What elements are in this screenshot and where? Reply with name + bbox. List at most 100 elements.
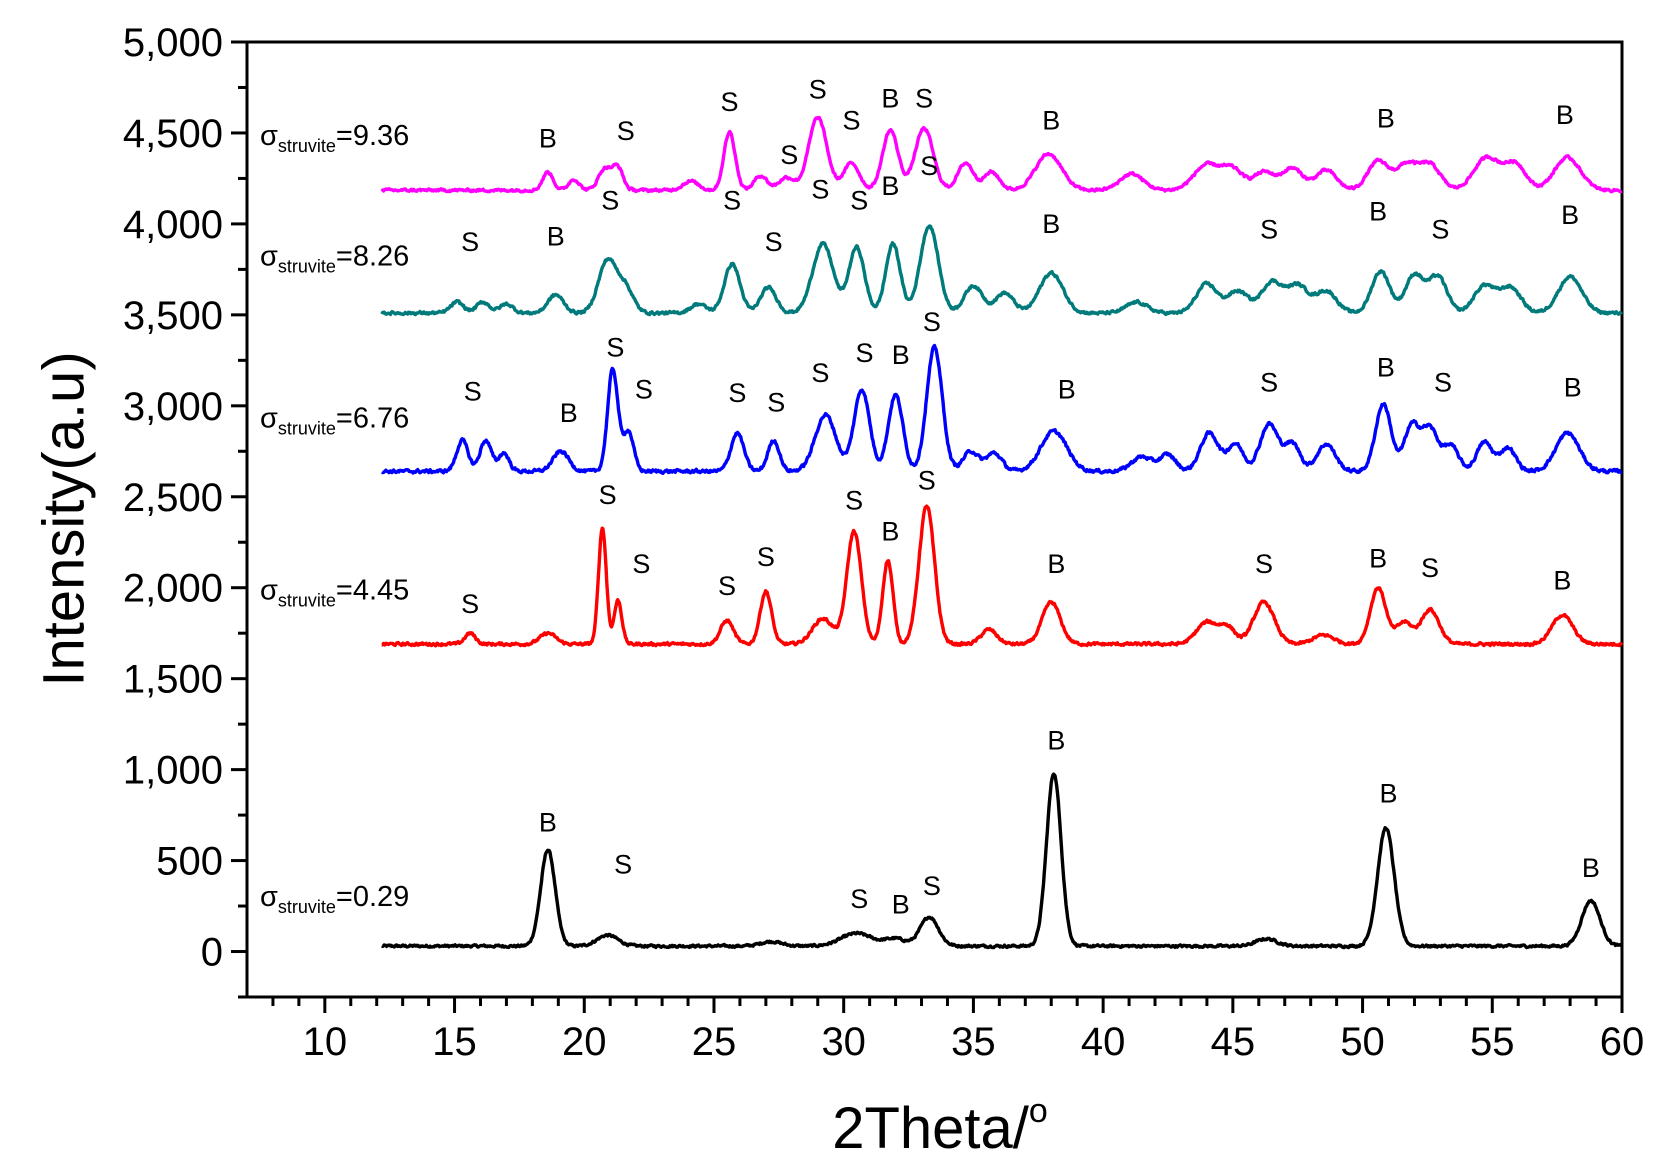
series-label: σstruvite=0.29 xyxy=(260,881,409,917)
peak-label: B xyxy=(547,222,565,252)
peak-label: S xyxy=(757,542,775,572)
peak-label: S xyxy=(721,87,739,117)
y-tick-label: 2,000 xyxy=(123,567,223,611)
peak-label: B xyxy=(1042,105,1060,135)
y-tick-label: 4,000 xyxy=(123,203,223,247)
peak-label: B xyxy=(892,340,910,370)
peak-label: B xyxy=(1377,353,1395,383)
series-label-value: =8.26 xyxy=(336,241,409,273)
series-label-sigma: σ xyxy=(260,881,278,913)
peak-label: S xyxy=(718,571,736,601)
peak-label: S xyxy=(1431,214,1449,244)
peak-label: B xyxy=(1369,196,1387,226)
y-tick-label: 0 xyxy=(201,931,223,975)
peak-label: B xyxy=(1556,100,1574,130)
peak-label: B xyxy=(881,516,899,546)
peak-label: S xyxy=(850,185,868,215)
series-label-subscript: struvite xyxy=(278,897,336,917)
peak-label: S xyxy=(915,83,933,113)
series-layer xyxy=(380,115,1624,950)
peak-label: S xyxy=(1260,214,1278,244)
peak-label: S xyxy=(632,549,650,579)
peak-label: S xyxy=(723,185,741,215)
peak-label: B xyxy=(881,83,899,113)
x-tick-label: 30 xyxy=(821,1020,866,1064)
y-tick-label: 1,000 xyxy=(123,749,223,793)
series-label-value: =9.36 xyxy=(336,120,409,152)
peak-label: S xyxy=(614,849,632,879)
series-label-subscript: struvite xyxy=(278,136,336,156)
series-line-2 xyxy=(380,343,1623,476)
peak-label: B xyxy=(1553,566,1571,596)
peak-label: B xyxy=(1042,209,1060,239)
peak-label: S xyxy=(635,375,653,405)
peak-label: S xyxy=(1434,367,1452,397)
peak-label: S xyxy=(767,387,785,417)
y-tick-label: 2,500 xyxy=(123,476,223,520)
x-axis-title-degree: o xyxy=(1029,1092,1048,1130)
series-line-0 xyxy=(380,772,1624,950)
peak-label: B xyxy=(1564,373,1582,403)
peak-label: S xyxy=(842,105,860,135)
series-label-sigma: σ xyxy=(260,241,278,273)
y-axis-title: Intensity(a.u) xyxy=(31,351,96,686)
axis-ticks xyxy=(231,40,1624,1013)
x-tick-label: 45 xyxy=(1211,1020,1256,1064)
plot-frame xyxy=(245,40,1624,999)
peak-label: B xyxy=(1369,544,1387,574)
x-tick-label: 40 xyxy=(1081,1020,1126,1064)
tick-labels: 10 15 20 25 30 35 40 45 50 55 60 0 500 1,000 1,500 2,00… xyxy=(123,21,1644,1064)
peak-label: S xyxy=(617,116,635,146)
peak-label: B xyxy=(1377,103,1395,133)
series-label-subscript: struvite xyxy=(278,419,336,439)
series-label-subscript: struvite xyxy=(278,257,336,277)
peak-label: S xyxy=(601,185,619,215)
peak-label: S xyxy=(923,871,941,901)
peak-label: S xyxy=(920,151,938,181)
peak-label: S xyxy=(855,338,873,368)
peak-label: S xyxy=(1421,553,1439,583)
series-label-subscript: struvite xyxy=(278,591,336,611)
x-tick-label: 10 xyxy=(303,1020,348,1064)
peak-label: B xyxy=(539,807,557,837)
peak-label: B xyxy=(1561,200,1579,230)
peak-label: B xyxy=(1047,549,1065,579)
y-tick-label: 3,500 xyxy=(123,294,223,338)
peak-label: S xyxy=(811,174,829,204)
series-label-sigma: σ xyxy=(260,575,278,607)
peak-label: B xyxy=(892,889,910,919)
y-tick-label: 4,500 xyxy=(123,112,223,156)
x-tick-label: 60 xyxy=(1600,1020,1645,1064)
series-labels: σstruvite=0.29σstruvite=4.45σstruvite=6.… xyxy=(260,120,409,917)
x-tick-label: 55 xyxy=(1470,1020,1515,1064)
y-tick-label: 1,500 xyxy=(123,658,223,702)
x-tick-label: 20 xyxy=(562,1020,607,1064)
series-label-value: =4.45 xyxy=(336,575,409,607)
series-label-sigma: σ xyxy=(260,403,278,435)
peak-label: B xyxy=(1047,726,1065,756)
series-line-1 xyxy=(381,504,1624,648)
x-tick-label: 50 xyxy=(1340,1020,1385,1064)
series-label: σstruvite=9.36 xyxy=(260,120,409,156)
peak-label: S xyxy=(461,227,479,257)
peak-label: B xyxy=(1582,853,1600,883)
series-line-4 xyxy=(380,115,1623,194)
peak-label: S xyxy=(845,485,863,515)
peak-label: S xyxy=(599,480,617,510)
peak-label: S xyxy=(461,589,479,619)
peak-label: S xyxy=(606,333,624,363)
y-tick-label: 3,000 xyxy=(123,385,223,429)
x-axis-title-text: 2Theta/ xyxy=(832,1096,1030,1161)
series-label-sigma: σ xyxy=(260,120,278,152)
peak-label: S xyxy=(728,378,746,408)
x-tick-label: 25 xyxy=(692,1020,737,1064)
peak-label: S xyxy=(811,358,829,388)
series-label-value: =6.76 xyxy=(336,403,409,435)
peak-label: S xyxy=(1255,549,1273,579)
series-label: σstruvite=8.26 xyxy=(260,241,409,277)
x-tick-label: 35 xyxy=(951,1020,996,1064)
series-label: σstruvite=4.45 xyxy=(260,575,409,611)
peak-label: S xyxy=(765,227,783,257)
series-label: σstruvite=6.76 xyxy=(260,403,409,439)
